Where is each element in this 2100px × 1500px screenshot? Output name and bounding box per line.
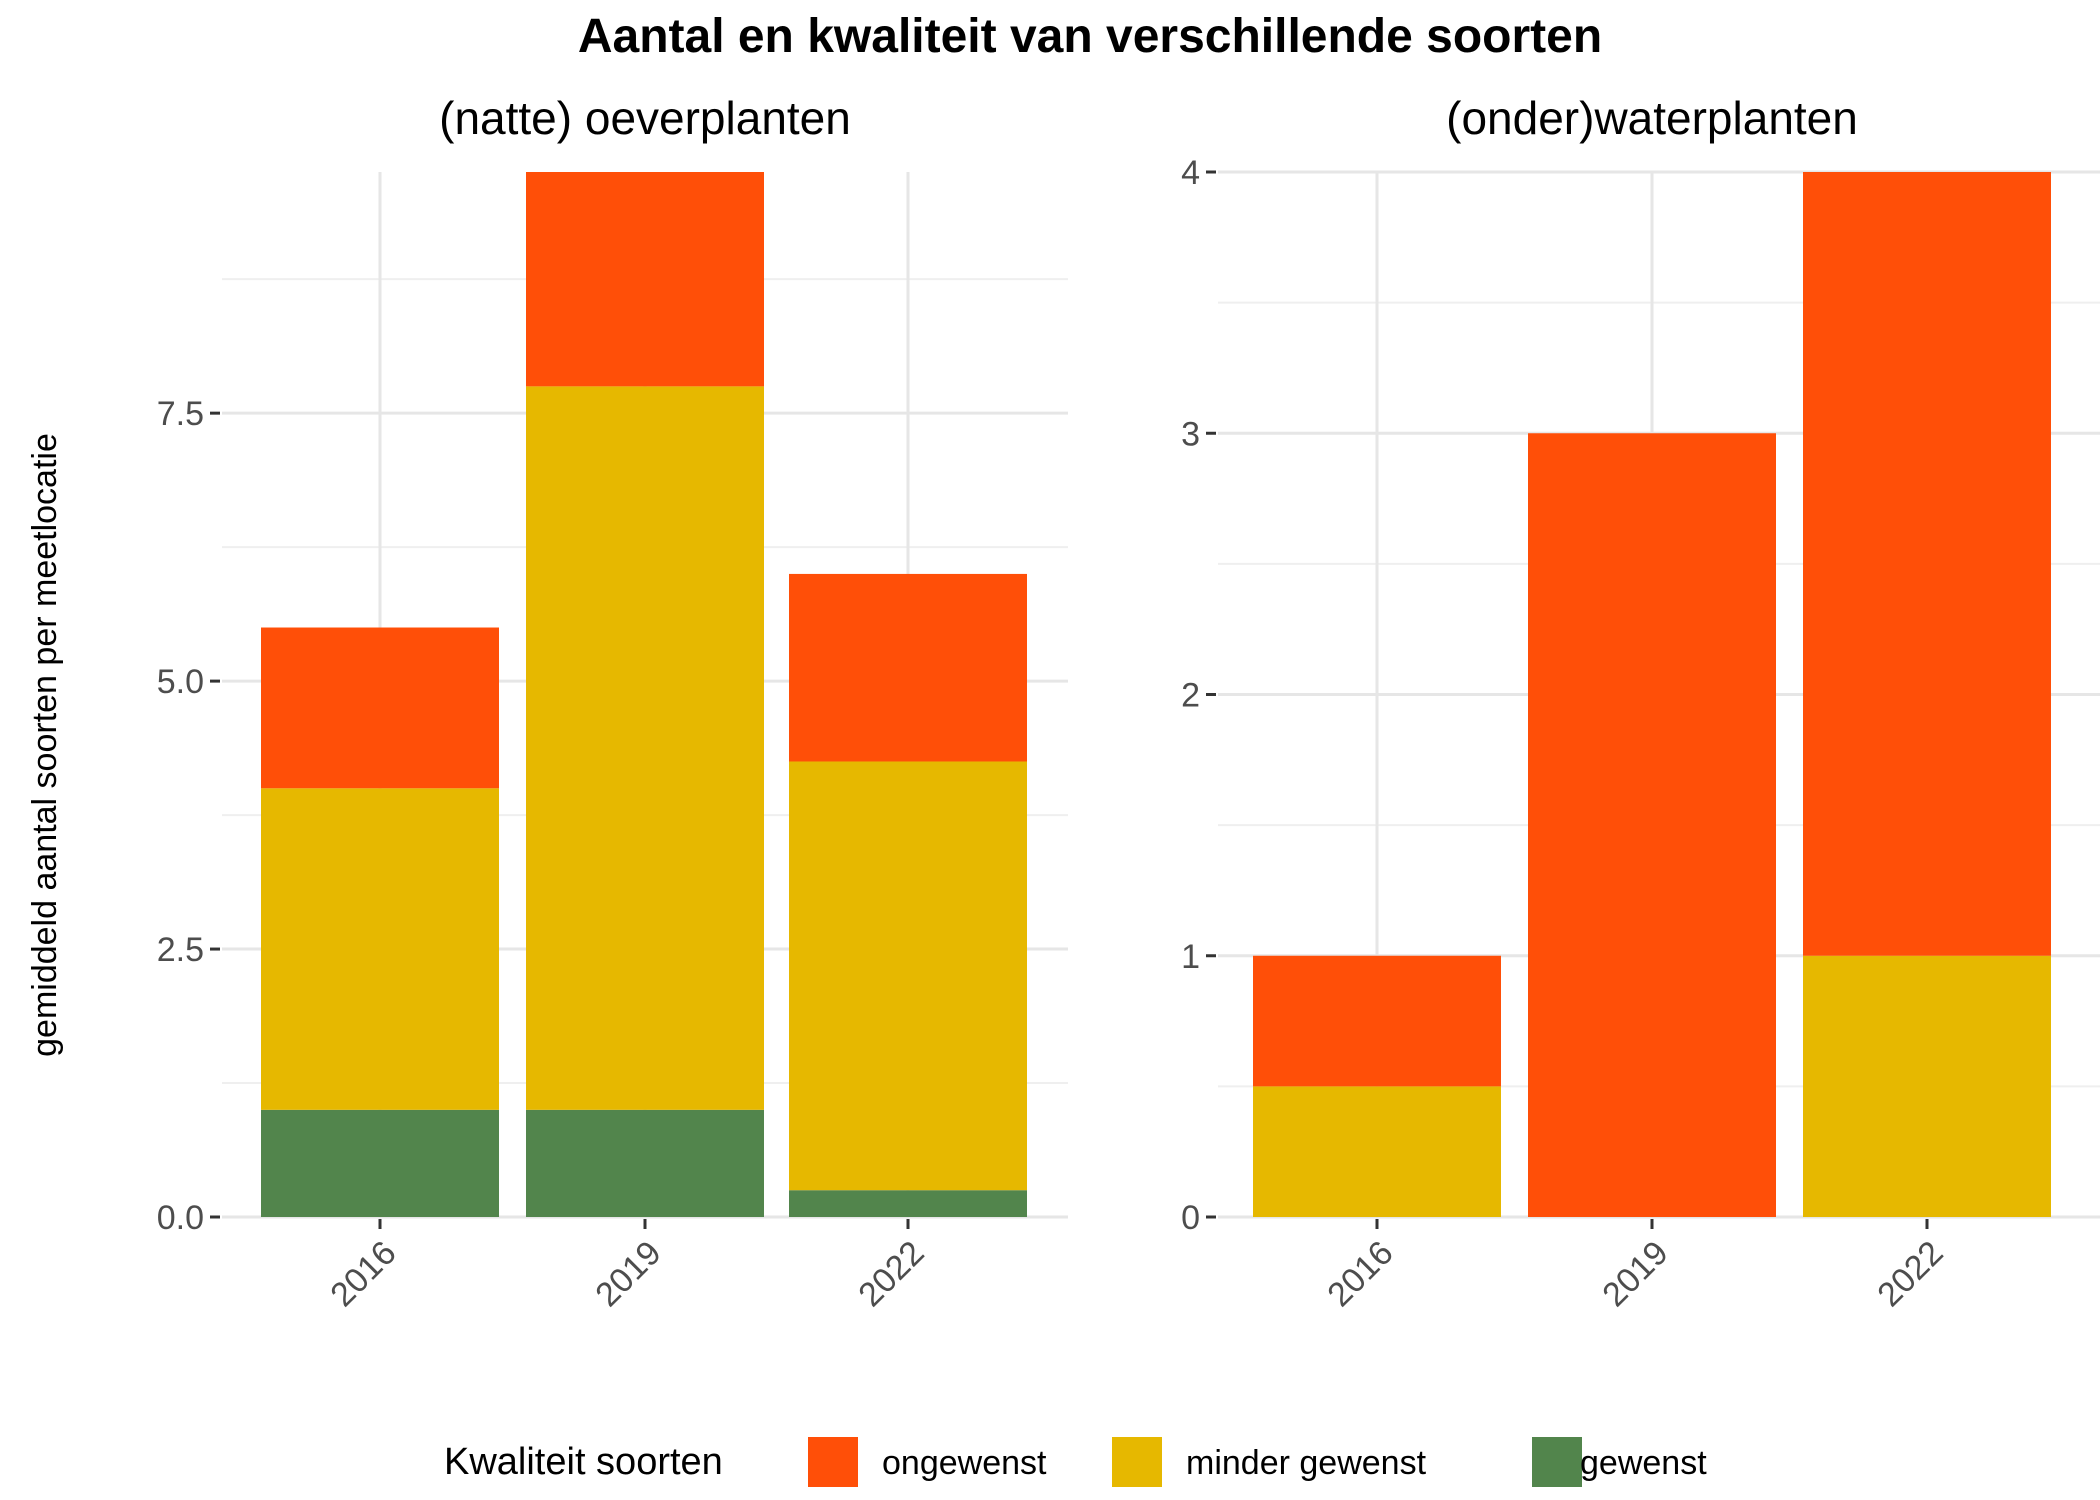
bar-segment — [526, 1109, 764, 1217]
legend-label-minder-gewenst: minder gewenst — [1186, 1444, 1427, 1482]
y-tick-label: 2 — [1181, 677, 1200, 715]
bar-segment — [1803, 172, 2051, 956]
y-tick-label: 3 — [1181, 415, 1200, 453]
panel-subtitle: (onder)waterplanten — [1446, 92, 1858, 144]
y-tick-label: 5.0 — [157, 663, 204, 701]
panel-waterplanten: (onder)waterplanten 0 1 2 3 4 2016 2019 2022 — [1181, 92, 2100, 1314]
chart-title: Aantal en kwaliteit van verschillende so… — [578, 10, 1602, 63]
legend-swatch-minder-gewenst — [1112, 1437, 1162, 1487]
y-tick-label: 4 — [1181, 154, 1200, 192]
y-tick-label: 2.5 — [157, 931, 204, 969]
bar-segment — [526, 386, 764, 1110]
bar-segment — [261, 788, 499, 1110]
bar-segment — [261, 627, 499, 789]
bar-segment — [526, 172, 764, 387]
bar-segment — [789, 573, 1027, 762]
y-axis-label: gemiddeld aantal soorten per meetlocatie — [26, 433, 64, 1057]
legend: Kwaliteit soorten ongewenst minder gewen… — [444, 1437, 1707, 1487]
x-tick-label: 2019 — [1595, 1234, 1675, 1314]
bar-segment — [1528, 433, 1776, 1217]
x-tick-label: 2016 — [1320, 1234, 1400, 1314]
y-tick-label: 0 — [1181, 1199, 1200, 1237]
bar-segment — [1253, 1086, 1501, 1217]
panel-subtitle: (natte) oeverplanten — [439, 92, 851, 144]
legend-label-ongewenst: ongewenst — [882, 1444, 1047, 1482]
legend-label-gewenst: gewenst — [1580, 1444, 1707, 1482]
bar-segment — [789, 1190, 1027, 1217]
bar-segment — [789, 761, 1027, 1191]
x-tick-label: 2019 — [588, 1234, 668, 1314]
legend-swatch-ongewenst — [808, 1437, 858, 1487]
legend-title: Kwaliteit soorten — [444, 1441, 723, 1483]
x-tick-label: 2022 — [1870, 1234, 1950, 1314]
bar-segment — [1253, 955, 1501, 1087]
y-tick-label: 1 — [1181, 938, 1200, 976]
x-tick-label: 2022 — [851, 1234, 931, 1314]
panel-oeverplanten: (natte) oeverplanten 0.0 2.5 5.0 7.5 2016 2019… — [157, 92, 1068, 1314]
y-tick-label: 0.0 — [157, 1199, 204, 1237]
y-tick-label: 7.5 — [157, 395, 204, 433]
legend-swatch-gewenst — [1532, 1437, 1582, 1487]
bar-segment — [1803, 955, 2051, 1217]
bar-segment — [261, 1109, 499, 1217]
x-tick-label: 2016 — [323, 1234, 403, 1314]
